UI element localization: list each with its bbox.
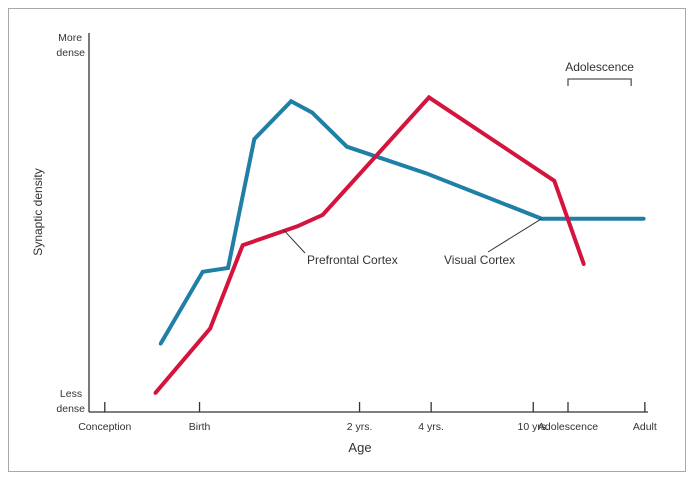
y-tick-label-bottom: Less dense bbox=[56, 388, 85, 415]
series-labels: Prefrontal Cortex Visual Cortex bbox=[283, 218, 542, 267]
data-point-visual-cortex-0 bbox=[158, 341, 163, 346]
x-tick-label-4-yrs: 4 yrs. bbox=[418, 421, 444, 433]
data-point-visual-cortex-4 bbox=[289, 99, 293, 104]
data-point-prefrontal-cortex-2 bbox=[240, 243, 245, 248]
x-tick-label-10-yrs: 10 yrs. bbox=[517, 421, 549, 433]
data-point-prefrontal-cortex-1 bbox=[208, 326, 212, 331]
data-point-prefrontal-cortex-3 bbox=[295, 224, 300, 229]
data-point-prefrontal-cortex-6 bbox=[552, 179, 557, 183]
visual-cortex-label: Visual Cortex bbox=[444, 253, 515, 267]
data-point-visual-cortex-6 bbox=[345, 144, 349, 149]
x-tick-label-conception: Conception bbox=[78, 421, 131, 433]
x-axis-ticks: Conception Birth 2 yrs. 4 yrs. 10 yrs.Adoles… bbox=[78, 402, 657, 433]
adolescence-bracket-line bbox=[567, 78, 632, 86]
y-tick-label-top-line1: More bbox=[58, 32, 82, 44]
y-tick-label-top-line2: dense bbox=[56, 47, 85, 59]
x-tick-label-2-yrs: 2 yrs. bbox=[347, 421, 373, 433]
y-tick-label-bottom-line1: Less bbox=[60, 388, 82, 400]
figure-border bbox=[8, 8, 686, 472]
adolescence-bracket: Adolescence bbox=[565, 60, 634, 86]
visual-cortex-leader-line bbox=[487, 218, 542, 253]
series-line-prefrontal-cortex bbox=[153, 94, 586, 395]
chart-series bbox=[153, 94, 646, 395]
adolescence-bracket-label: Adolescence bbox=[565, 60, 634, 74]
prefrontal-cortex-leader-line bbox=[283, 229, 306, 254]
x-axis-label: Age bbox=[348, 440, 371, 455]
data-point-visual-cortex-3 bbox=[252, 137, 257, 141]
x-tick-label-adult: Adult bbox=[633, 421, 657, 433]
x-tick-label-birth: Birth bbox=[189, 421, 211, 433]
data-point-visual-cortex-5 bbox=[310, 110, 314, 115]
x-tick-label-adolescence: Adolescence bbox=[538, 421, 598, 433]
y-tick-label-top: More dense bbox=[56, 32, 85, 59]
data-point-prefrontal-cortex-4 bbox=[320, 213, 325, 217]
data-point-prefrontal-cortex-7 bbox=[581, 262, 586, 266]
data-point-visual-cortex-2 bbox=[226, 266, 230, 270]
prefrontal-cortex-label: Prefrontal Cortex bbox=[307, 253, 398, 267]
data-point-visual-cortex-1 bbox=[200, 269, 205, 274]
data-point-prefrontal-cortex-0 bbox=[153, 391, 158, 395]
data-point-visual-cortex-7 bbox=[424, 171, 428, 176]
y-tick-label-bottom-line2: dense bbox=[56, 403, 85, 415]
y-axis-label: Synaptic density bbox=[31, 168, 45, 255]
data-point-prefrontal-cortex-5 bbox=[427, 95, 431, 100]
data-point-visual-cortex-9 bbox=[641, 216, 646, 221]
series-line-visual-cortex bbox=[158, 98, 644, 345]
